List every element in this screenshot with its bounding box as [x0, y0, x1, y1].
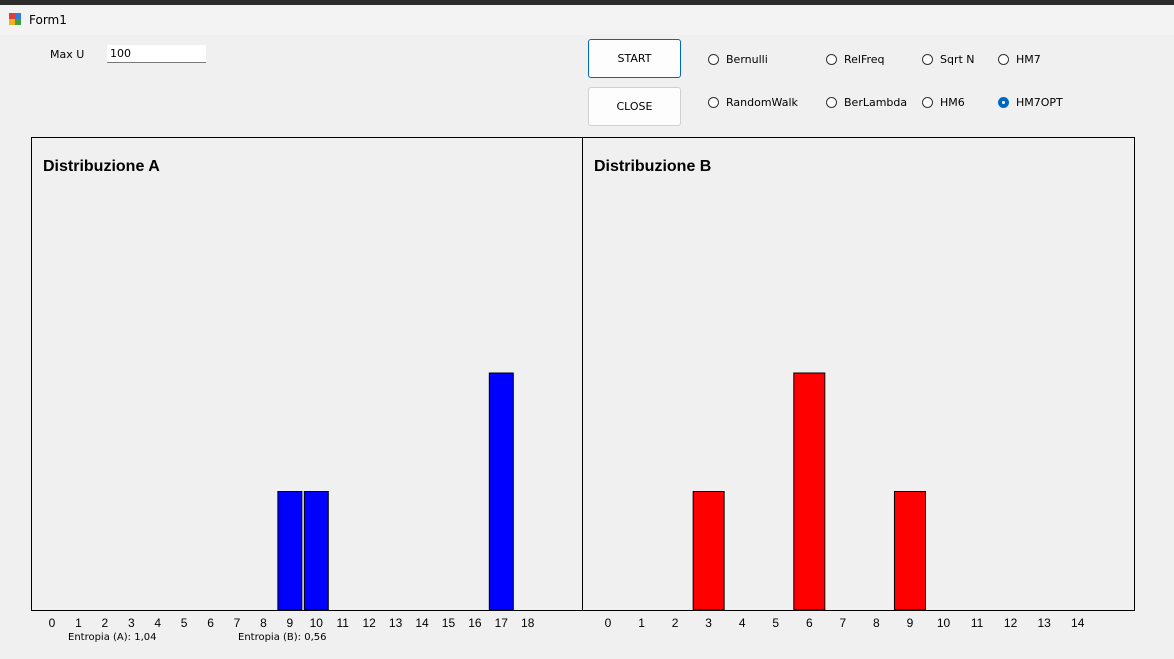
radio-option[interactable]: RelFreq [826, 53, 885, 66]
bar [277, 491, 303, 611]
x-tick-label: 16 [468, 616, 482, 630]
x-tick-label: 8 [260, 616, 267, 630]
x-tick-label: 4 [739, 616, 746, 630]
x-tick-label: 10 [310, 616, 324, 630]
radio-option[interactable]: HM7OPT [998, 96, 1063, 109]
radio-circle[interactable] [998, 97, 1009, 108]
radio-option[interactable]: HM7 [998, 53, 1041, 66]
radio-option[interactable]: BerLambda [826, 96, 907, 109]
chart-title: Distribuzione B [594, 158, 711, 175]
close-button[interactable]: CLOSE [588, 87, 681, 126]
radio-option[interactable]: HM6 [922, 96, 965, 109]
chart-panel [582, 137, 1135, 611]
radio-circle[interactable] [826, 54, 837, 65]
max-u-label: Max U [50, 48, 85, 61]
radio-option[interactable]: Bernulli [708, 53, 768, 66]
radio-label: Sqrt N [940, 53, 975, 66]
bar [303, 491, 329, 611]
start-button[interactable]: START [588, 39, 681, 78]
radio-label: RelFreq [844, 53, 885, 66]
x-tick-label: 4 [154, 616, 161, 630]
radio-circle[interactable] [922, 97, 933, 108]
radio-label: HM7OPT [1016, 96, 1063, 109]
x-tick-label: 14 [1071, 616, 1085, 630]
bar [692, 491, 725, 611]
radio-option[interactable]: RandomWalk [708, 96, 798, 109]
x-tick-label: 5 [772, 616, 779, 630]
x-tick-label: 5 [181, 616, 188, 630]
x-tick-label: 8 [873, 616, 880, 630]
x-tick-label: 1 [75, 616, 82, 630]
x-tick-label: 9 [287, 616, 294, 630]
x-tick-label: 3 [705, 616, 712, 630]
x-tick-label: 18 [521, 616, 535, 630]
chart-title: Distribuzione A [43, 158, 160, 175]
x-tick-label: 17 [495, 616, 509, 630]
x-tick-label: 14 [415, 616, 429, 630]
radio-circle[interactable] [826, 97, 837, 108]
x-tick-label: 7 [840, 616, 847, 630]
radio-circle[interactable] [922, 54, 933, 65]
top-strip [0, 0, 1174, 5]
x-tick-label: 3 [128, 616, 135, 630]
x-tick-label: 6 [806, 616, 813, 630]
radio-circle[interactable] [708, 97, 719, 108]
x-tick-label: 12 [1004, 616, 1018, 630]
entropy-a: Entropia (A): 1,04 [68, 632, 157, 643]
x-tick-label: 9 [907, 616, 914, 630]
x-tick-label: 13 [1037, 616, 1051, 630]
x-tick-label: 2 [102, 616, 109, 630]
app-icon [9, 13, 21, 25]
bar [793, 372, 826, 611]
x-tick-label: 7 [234, 616, 241, 630]
x-tick-label: 13 [389, 616, 403, 630]
x-tick-label: 0 [605, 616, 612, 630]
bar [488, 372, 514, 611]
radio-circle[interactable] [998, 54, 1009, 65]
x-tick-label: 6 [207, 616, 214, 630]
radio-circle[interactable] [708, 54, 719, 65]
x-tick-label: 2 [672, 616, 679, 630]
radio-label: HM6 [940, 96, 965, 109]
x-tick-label: 12 [362, 616, 376, 630]
radio-label: HM7 [1016, 53, 1041, 66]
radio-option[interactable]: Sqrt N [922, 53, 975, 66]
entropy-b: Entropia (B): 0,56 [238, 632, 327, 643]
radio-label: RandomWalk [726, 96, 798, 109]
x-tick-label: 11 [336, 616, 349, 630]
window-title: Form1 [29, 13, 67, 27]
radio-label: BerLambda [844, 96, 908, 109]
bar [893, 491, 926, 611]
x-tick-label: 15 [442, 616, 456, 630]
title-bar [0, 5, 1174, 35]
max-u-input[interactable]: 100 [107, 45, 206, 63]
x-tick-label: 11 [971, 616, 984, 630]
x-tick-label: 0 [49, 616, 56, 630]
x-tick-label: 1 [638, 616, 645, 630]
radio-label: Bernulli [726, 53, 768, 66]
x-tick-label: 10 [937, 616, 951, 630]
